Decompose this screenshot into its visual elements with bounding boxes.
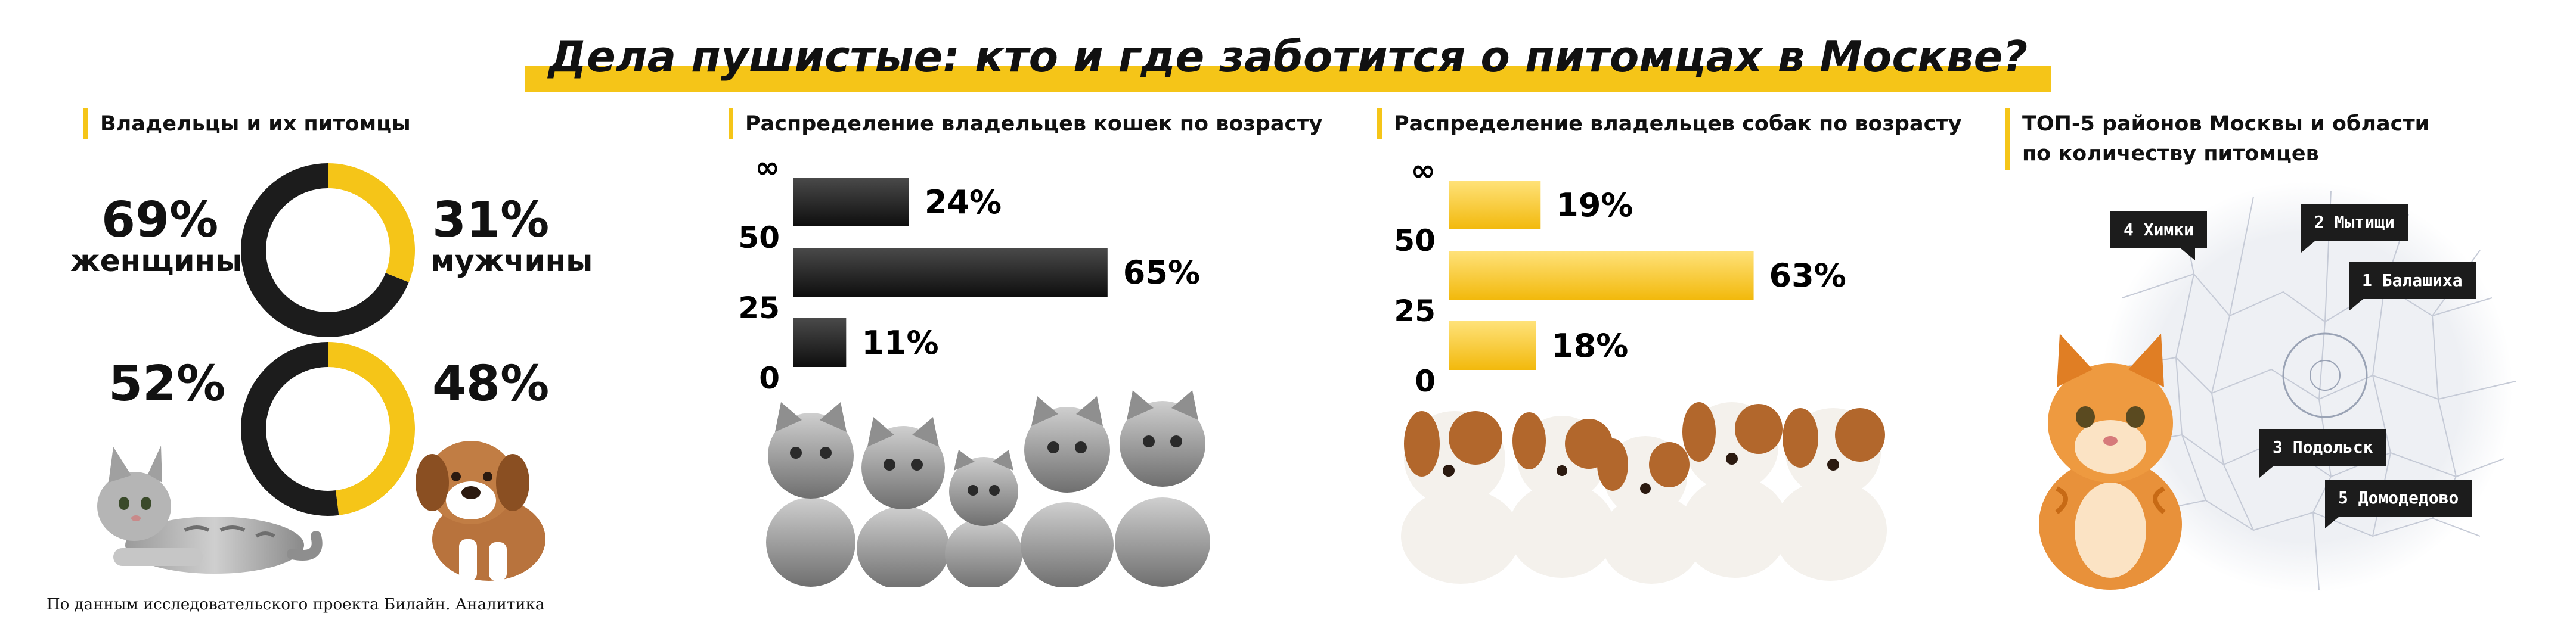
bar-1: [793, 248, 1108, 297]
bar-value-label-2: 24%: [925, 183, 1002, 221]
source-footnote: По данным исследовательского проекта Бил…: [47, 596, 545, 614]
donut-pets: [241, 342, 415, 516]
cats-age-chart: 0 25 50 ∞ 11% 65% 24%: [738, 150, 1200, 396]
title-highlight: [525, 66, 2051, 92]
bar-value-label-0: 18%: [1551, 327, 1628, 365]
bar-0: [793, 318, 847, 367]
puppy-illustration-icon: [416, 441, 545, 581]
owners-donut-charts: [241, 163, 415, 516]
page-title: Дела пушистые: кто и где заботится о пит…: [548, 32, 2028, 82]
men-label: мужчины: [430, 244, 593, 278]
donut-slice-women: [241, 163, 409, 337]
tick-label-1: 25: [1394, 294, 1436, 328]
dogs-age-chart: 0 25 50 ∞ 18% 63% 19%: [1394, 153, 1846, 399]
tick-label-0: 0: [759, 361, 780, 396]
dogs-heading: Распределение владельцев собак по возрас…: [1394, 112, 1962, 136]
tick-label-1: 25: [738, 291, 780, 325]
donut-slice-men: [327, 163, 415, 282]
top5-heading-line2: по количеству питомцев: [2022, 142, 2319, 166]
top5-heading-line1: ТОП-5 районов Москвы и области: [2022, 112, 2430, 136]
right-percent: 48%: [432, 356, 550, 412]
bar-2: [1449, 181, 1541, 229]
men-percent: 31%: [432, 192, 550, 248]
district-3-label: 3 Подольск: [2259, 429, 2386, 478]
donut-gender: [241, 163, 415, 337]
bar-1: [1449, 251, 1754, 300]
puppies-group-illustration-icon: [1401, 402, 1887, 584]
left-percent: 52%: [109, 356, 226, 412]
district-1-label: 1 Балашиха: [2349, 262, 2476, 311]
donut-slice-left: [241, 342, 339, 516]
cats-heading-bar: [729, 108, 733, 139]
owners-heading-bar: [83, 108, 88, 139]
women-label: женщины: [70, 244, 243, 278]
district-5-label: 5 Домодедово: [2325, 480, 2472, 528]
district-2-label: 2 Мытищи: [2301, 204, 2408, 253]
title-block: Дела пушистые: кто и где заботится о пит…: [0, 24, 2576, 95]
district-4-label: 4 Химки: [2110, 211, 2208, 260]
bar-0: [1449, 321, 1536, 370]
tick-label-3: ∞: [755, 150, 780, 185]
tick-label-2: 50: [738, 220, 780, 255]
orange-kitten-illustration-icon: [2039, 334, 2182, 590]
donut-slice-right: [327, 342, 415, 515]
dogs-heading-bar: [1377, 108, 1382, 139]
owners-heading: Владельцы и их питомцы: [100, 112, 411, 136]
bar-2: [793, 178, 909, 226]
cat-lying-illustration-icon: [97, 446, 323, 574]
tick-label-0: 0: [1415, 364, 1436, 399]
tick-label-3: ∞: [1411, 153, 1436, 188]
bar-value-label-1: 65%: [1123, 254, 1200, 291]
bar-value-label-0: 11%: [861, 324, 938, 362]
bar-value-label-1: 63%: [1769, 257, 1846, 294]
top5-heading-bar: [2005, 108, 2010, 170]
cats-heading: Распределение владельцев кошек по возрас…: [745, 112, 1323, 136]
women-percent: 69%: [101, 192, 219, 248]
tick-label-2: 50: [1394, 223, 1436, 258]
bar-value-label-2: 19%: [1556, 186, 1633, 224]
kittens-group-illustration-icon: [766, 390, 1210, 587]
